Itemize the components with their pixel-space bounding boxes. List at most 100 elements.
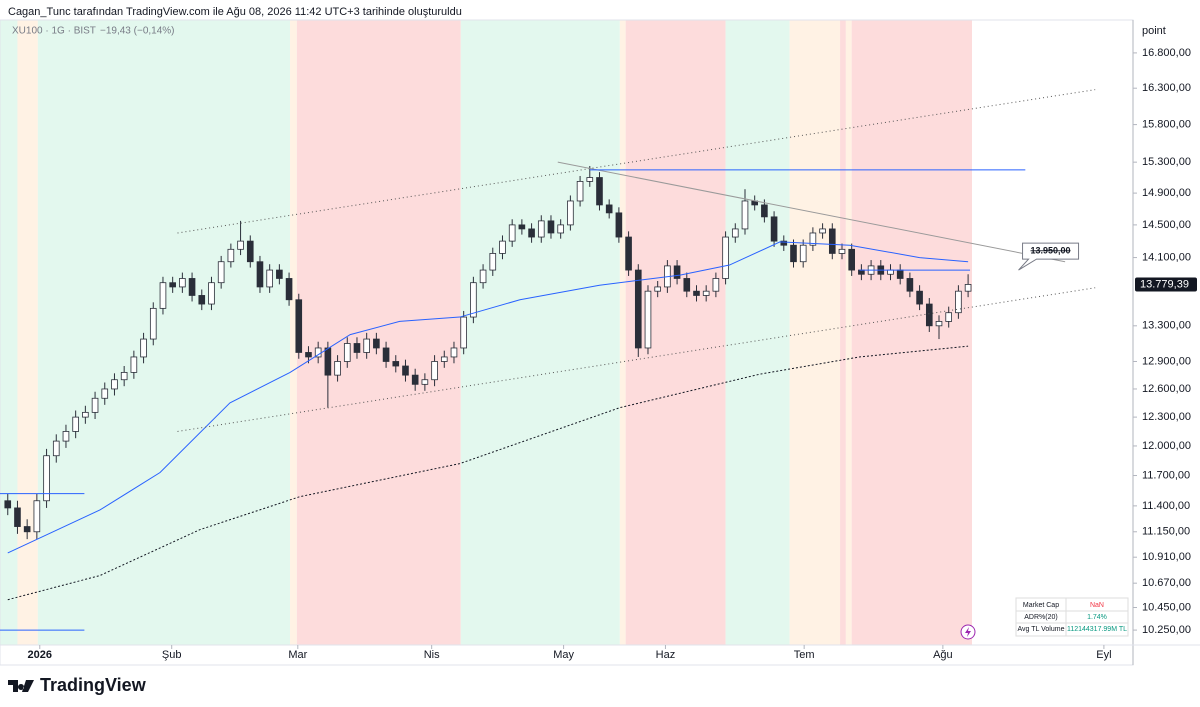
candle-body bbox=[935, 321, 943, 327]
y-tick-label: 11.400,00 bbox=[1142, 500, 1190, 512]
background-zone bbox=[789, 20, 841, 645]
x-tick-label: 2026 bbox=[28, 649, 52, 661]
y-tick-label: 15.300,00 bbox=[1142, 156, 1191, 168]
x-tick-label: Ağu bbox=[933, 649, 953, 661]
candle-body bbox=[945, 312, 953, 322]
candle-body bbox=[518, 224, 526, 230]
candle-body bbox=[334, 361, 341, 376]
candle-body bbox=[14, 507, 21, 527]
table-cell: ADR%(20) bbox=[1024, 614, 1057, 621]
candle-body bbox=[906, 278, 914, 292]
y-tick-label: 12.300,00 bbox=[1142, 411, 1191, 423]
candle-body bbox=[52, 440, 60, 457]
y-tick-label: 14.500,00 bbox=[1142, 219, 1191, 231]
y-tick-label: 15.800,00 bbox=[1142, 119, 1191, 131]
candle-body bbox=[693, 290, 700, 296]
candle-body bbox=[828, 228, 836, 254]
candle-body bbox=[382, 347, 390, 362]
y-tick-label: 14.100,00 bbox=[1142, 251, 1191, 263]
candle-body bbox=[43, 455, 50, 502]
candle-body bbox=[964, 284, 972, 292]
candle-body bbox=[324, 347, 332, 376]
candle-body bbox=[683, 278, 691, 292]
candle-body bbox=[489, 253, 497, 271]
y-tick-label: 12.000,00 bbox=[1142, 440, 1191, 452]
y-tick-label: 10.450,00 bbox=[1142, 601, 1191, 613]
background-zone bbox=[619, 20, 626, 645]
table-bg bbox=[1015, 597, 1129, 637]
background-zone bbox=[725, 20, 790, 645]
candle-body bbox=[208, 282, 215, 305]
candle-body bbox=[547, 220, 555, 234]
candle-body bbox=[780, 240, 788, 246]
overlay-line bbox=[177, 89, 1096, 234]
candle-body bbox=[179, 278, 186, 288]
x-tick-label: Tem bbox=[794, 649, 815, 661]
y-tick-label: 11.700,00 bbox=[1142, 469, 1190, 481]
candle-body bbox=[217, 261, 225, 284]
y-tick-label: 10.250,00 bbox=[1142, 624, 1191, 636]
candle-body bbox=[722, 236, 729, 279]
x-tick-label: Mar bbox=[288, 649, 307, 661]
candle-body bbox=[470, 282, 477, 318]
table-cell: NaN bbox=[1090, 602, 1104, 609]
candle-body bbox=[373, 338, 380, 349]
candle-body bbox=[644, 290, 652, 349]
candle-body bbox=[654, 286, 661, 292]
candle-body bbox=[596, 177, 603, 206]
candle-body bbox=[887, 269, 894, 275]
candle-body bbox=[246, 240, 254, 263]
table-cell: Market Cap bbox=[1023, 602, 1059, 609]
candle-body bbox=[916, 290, 923, 305]
background-zone bbox=[37, 20, 291, 645]
candle-body bbox=[4, 500, 12, 509]
y-tick-label: 16.800,00 bbox=[1142, 47, 1191, 59]
annotation-label: 13.950,00 bbox=[1031, 245, 1071, 255]
table-cell: 112144317.99M TL bbox=[1067, 626, 1127, 633]
logo: TradingView bbox=[8, 675, 146, 696]
logo-text: TradingView bbox=[40, 675, 146, 695]
candle-body bbox=[111, 379, 118, 390]
candle-body bbox=[586, 177, 594, 182]
x-tick-label: Şub bbox=[162, 649, 182, 661]
candle-body bbox=[819, 228, 826, 234]
candle-body bbox=[712, 278, 720, 292]
candle-body bbox=[605, 204, 613, 214]
candle-body bbox=[858, 269, 865, 275]
candle-body bbox=[460, 316, 467, 349]
candle-body bbox=[23, 526, 31, 533]
x-tick-label: Nis bbox=[424, 649, 440, 661]
candle-body bbox=[450, 347, 458, 358]
candle-body bbox=[702, 290, 710, 296]
candle-body bbox=[896, 269, 904, 279]
x-tick-label: Eyl bbox=[1096, 649, 1111, 661]
candle-body bbox=[799, 244, 807, 263]
y-tick-label: 13.300,00 bbox=[1142, 320, 1191, 332]
background-zone bbox=[290, 20, 297, 645]
candle-body bbox=[625, 236, 632, 271]
overlay-line bbox=[7, 241, 969, 554]
background-zone bbox=[460, 20, 620, 645]
table-cell: 1.74% bbox=[1087, 614, 1107, 621]
y-tick-label: 10.670,00 bbox=[1142, 577, 1191, 589]
candle-body bbox=[149, 307, 157, 340]
candle-body bbox=[82, 411, 89, 418]
overlay-line bbox=[7, 345, 969, 601]
candle-body bbox=[431, 361, 438, 381]
candle-body bbox=[266, 269, 273, 288]
candle-body bbox=[634, 269, 642, 349]
table-cell: Avg TL Volume bbox=[1018, 626, 1065, 633]
candle-body bbox=[285, 278, 293, 301]
candle-body bbox=[838, 248, 846, 254]
candle-body bbox=[295, 299, 303, 353]
overlay-line bbox=[177, 287, 1096, 432]
candle-body bbox=[169, 282, 176, 288]
annotation-box bbox=[1018, 242, 1080, 271]
x-tick-label: Haz bbox=[656, 649, 676, 661]
background-zone bbox=[840, 20, 846, 645]
y-tick-label: 12.900,00 bbox=[1142, 355, 1191, 367]
candle-body bbox=[159, 282, 167, 309]
info-table: Market Cap NaN ADR%(20) 1.74% Avg TL Vol… bbox=[1015, 597, 1129, 637]
y-tick-label: 16.300,00 bbox=[1142, 82, 1191, 94]
